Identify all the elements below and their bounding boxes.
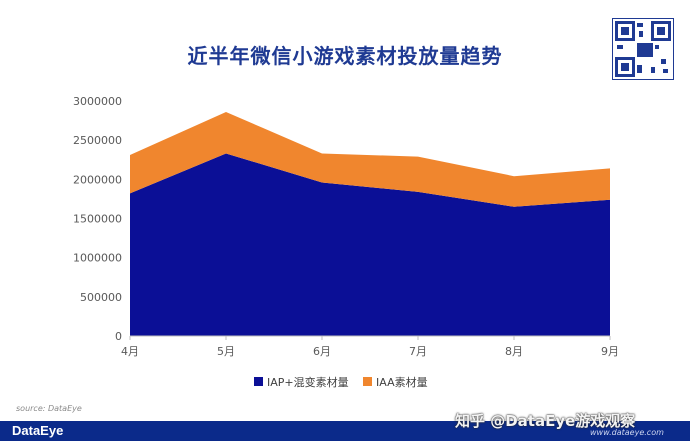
qr-code-icon xyxy=(612,18,674,80)
x-tick-label: 5月 xyxy=(217,345,235,358)
area-series-1 xyxy=(130,111,610,207)
x-tick-label: 9月 xyxy=(601,345,619,358)
y-tick-label: 2500000 xyxy=(73,134,122,147)
source-note: source: DataEye xyxy=(16,404,82,413)
watermark: 知乎 @DataEye游戏观察 xyxy=(455,412,636,430)
website-text: www.dataeye.com xyxy=(590,428,664,437)
legend-swatch-0 xyxy=(254,377,263,386)
chart-title: 近半年微信小游戏素材投放量趋势 xyxy=(187,44,503,68)
y-tick-label: 1500000 xyxy=(73,213,122,226)
x-tick-label: 8月 xyxy=(505,345,523,358)
y-tick-label: 500000 xyxy=(80,291,122,304)
legend-swatch-1 xyxy=(363,377,372,386)
y-tick-label: 2000000 xyxy=(73,173,122,186)
footer-bar: DataEye xyxy=(0,421,690,441)
dataeye-logo: DataEye xyxy=(12,423,64,438)
y-tick-label: 3000000 xyxy=(73,95,122,108)
legend-label-0: IAP+混变素材量 xyxy=(267,375,349,389)
x-tick-label: 6月 xyxy=(313,345,331,358)
y-tick-label: 1000000 xyxy=(73,252,122,265)
y-tick-label: 0 xyxy=(115,330,122,343)
area-series-0 xyxy=(130,153,610,336)
x-tick-label: 7月 xyxy=(409,345,427,358)
legend-label-1: IAA素材量 xyxy=(376,375,428,389)
x-tick-label: 4月 xyxy=(121,345,139,358)
